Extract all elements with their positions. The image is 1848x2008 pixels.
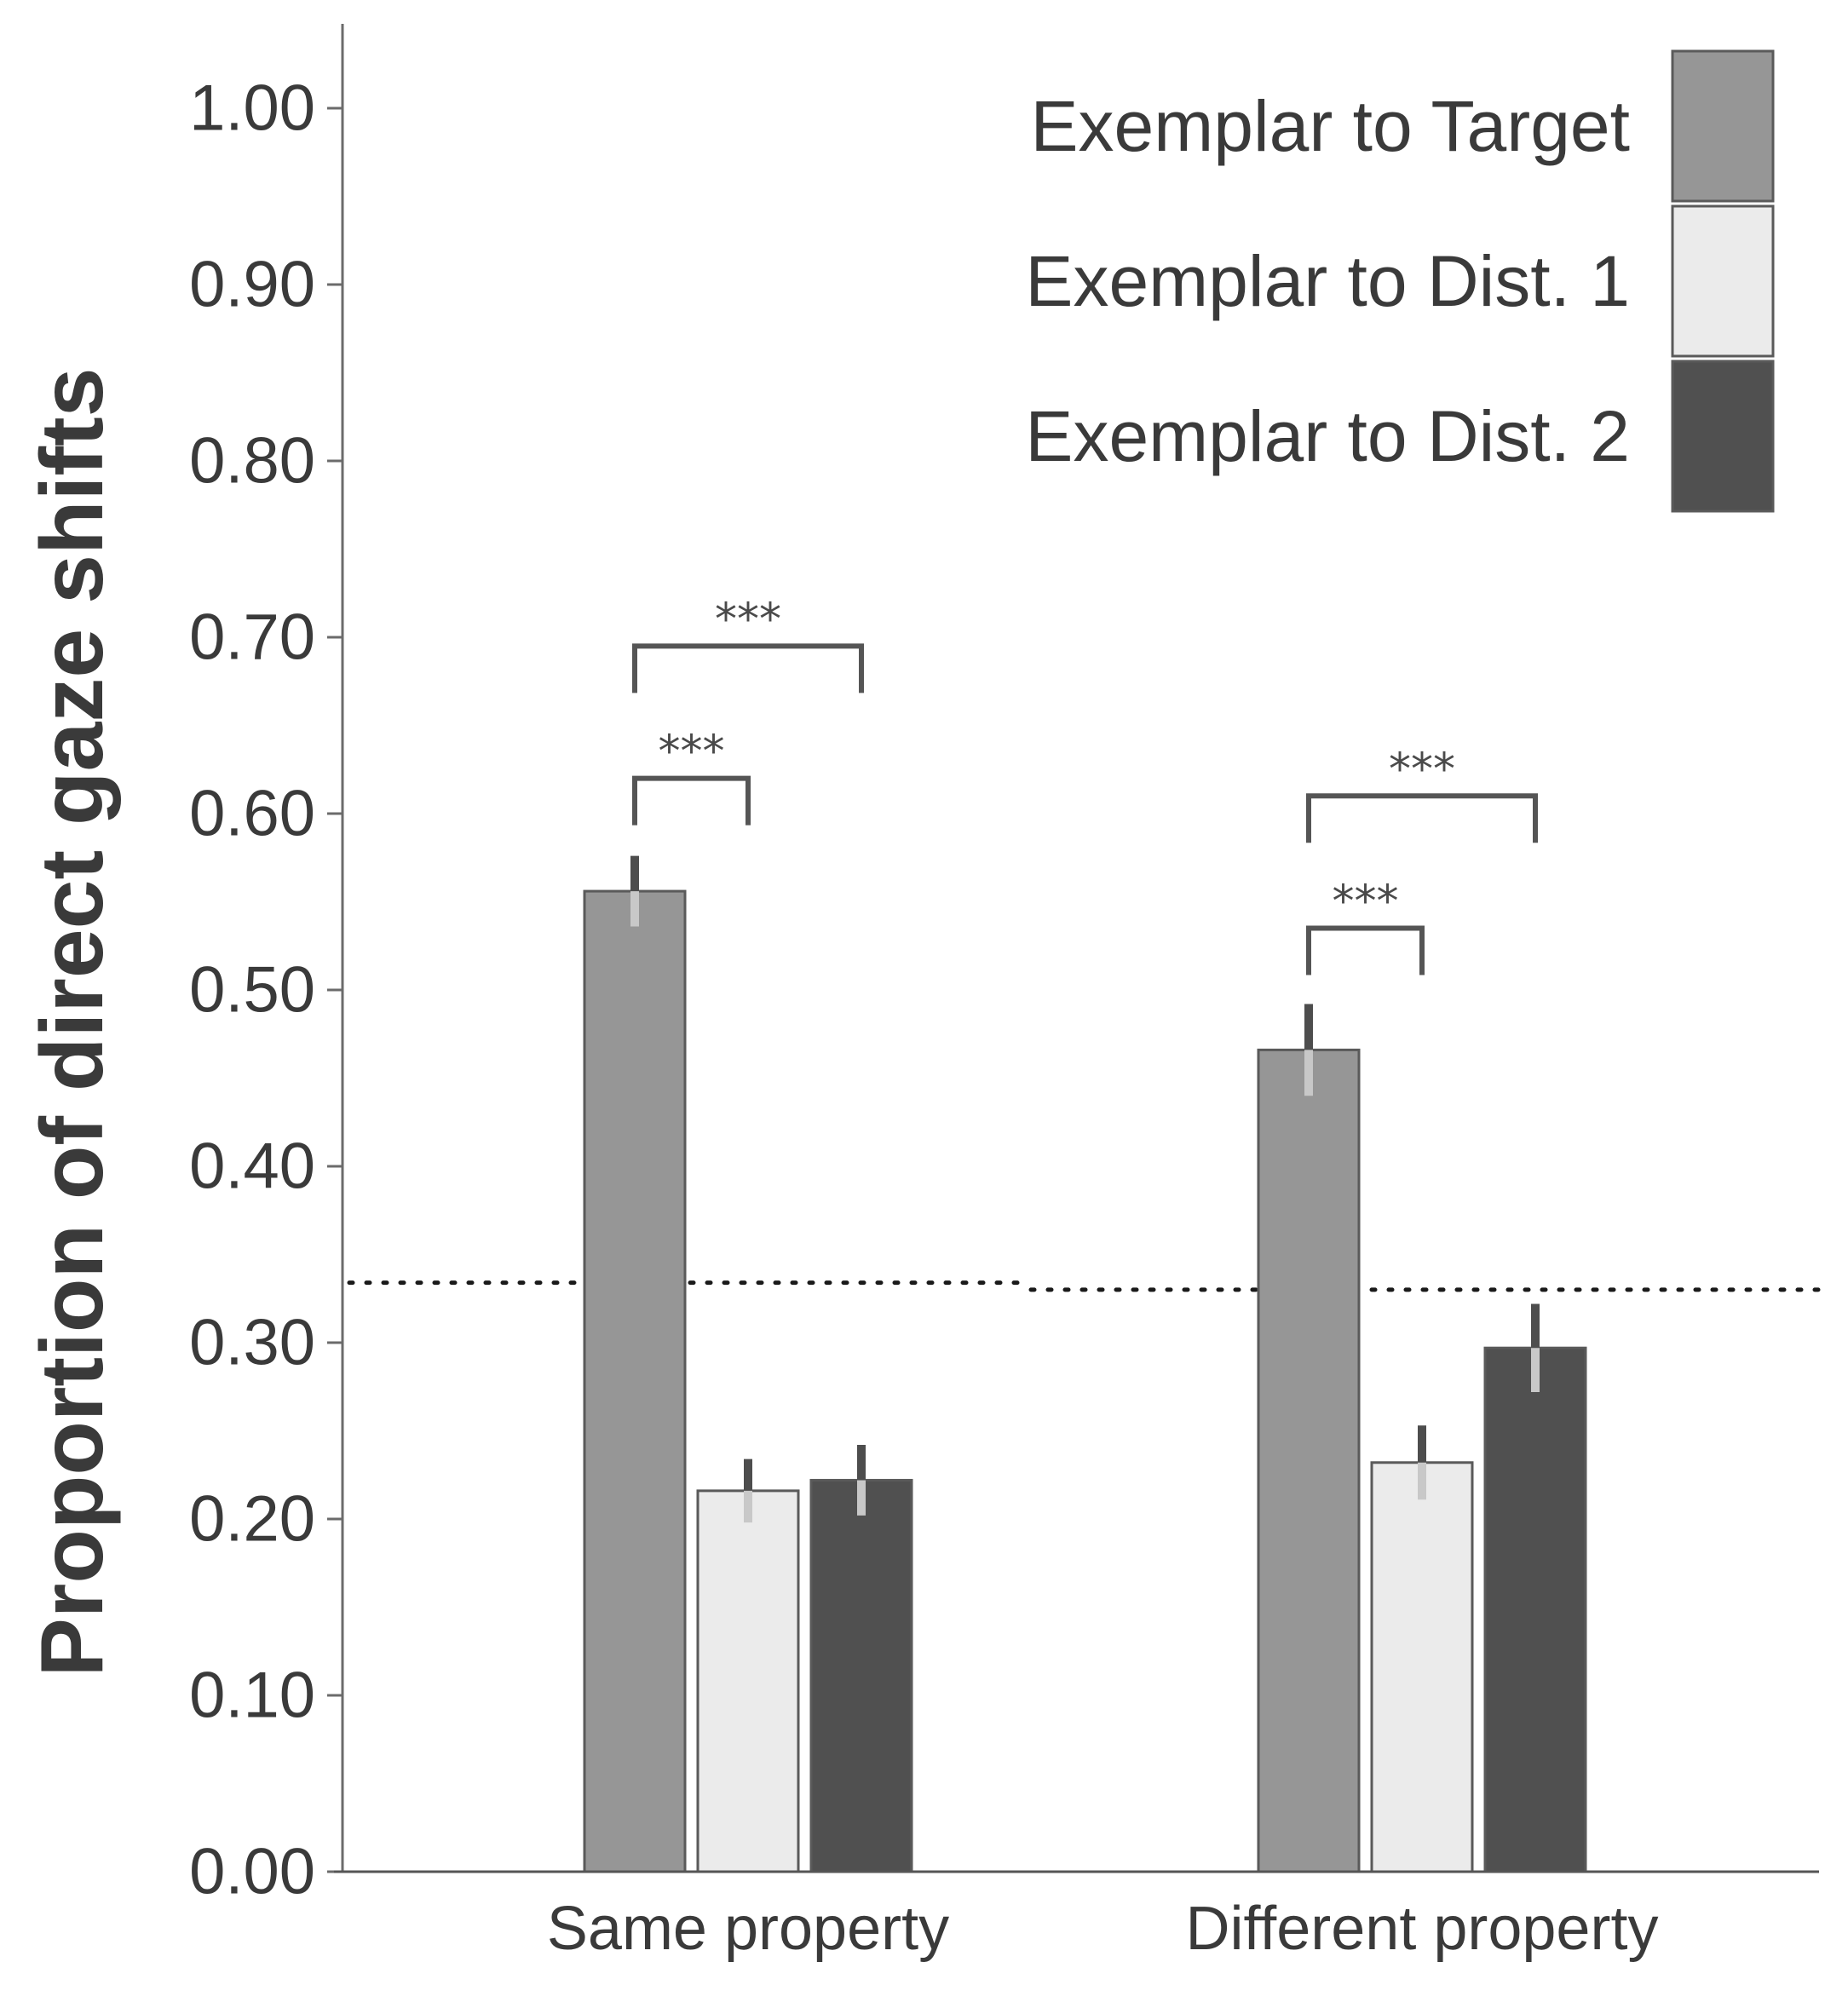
reference-lines bbox=[347, 1280, 1826, 1292]
significance-bracket bbox=[1306, 925, 1425, 975]
y-tick-label: 0.30 bbox=[189, 1307, 315, 1379]
y-tick-label: 0.10 bbox=[189, 1660, 315, 1732]
significance-annotations: *** *** *** *** bbox=[632, 594, 1538, 975]
significance-label: *** bbox=[715, 594, 781, 645]
significance-bracket bbox=[632, 775, 751, 826]
significance-bracket bbox=[632, 643, 864, 693]
bar bbox=[1257, 1048, 1361, 1873]
bar bbox=[1370, 1461, 1474, 1873]
y-tick-label: 0.60 bbox=[189, 778, 315, 850]
y-tick-label: 0.20 bbox=[189, 1483, 315, 1556]
legend: Exemplar to Target Exemplar to Dist. 1 Exe… bbox=[1025, 49, 1775, 513]
x-axis-labels: Same property Different property bbox=[547, 1895, 1659, 1963]
bar bbox=[1483, 1346, 1587, 1873]
significance-label: *** bbox=[659, 727, 725, 778]
y-tick-label: 1.00 bbox=[189, 72, 315, 145]
legend-swatch bbox=[1671, 360, 1775, 513]
legend-label: Exemplar to Dist. 1 bbox=[1025, 241, 1630, 321]
x-category-label: Same property bbox=[547, 1895, 949, 1963]
bar bbox=[696, 1489, 800, 1873]
bar-series bbox=[583, 855, 1587, 1873]
y-tick-label: 0.80 bbox=[189, 425, 315, 498]
y-tick-label: 0.40 bbox=[189, 1131, 315, 1203]
y-tick-label: 0.50 bbox=[189, 954, 315, 1027]
bar bbox=[583, 889, 687, 1873]
y-tick-label: 0.90 bbox=[189, 249, 315, 321]
bar bbox=[809, 1478, 913, 1873]
significance-label: *** bbox=[1389, 744, 1455, 795]
legend-label: Exemplar to Dist. 2 bbox=[1025, 396, 1630, 476]
y-tick-label: 0.70 bbox=[189, 601, 315, 674]
y-axis-title: Proportion of direct gaze shifts bbox=[23, 368, 122, 1677]
legend-swatch bbox=[1671, 204, 1775, 358]
legend-label: Exemplar to Target bbox=[1031, 86, 1630, 166]
y-axis-ticks: 0.00 0.10 0.20 0.30 0.40 0.50 0.60 0.70 0.80 0.90… bbox=[189, 72, 343, 1908]
y-tick-label: 0.00 bbox=[189, 1836, 315, 1908]
legend-swatch bbox=[1671, 49, 1775, 203]
x-category-label: Different property bbox=[1186, 1895, 1659, 1963]
significance-label: *** bbox=[1333, 877, 1399, 928]
axes bbox=[334, 24, 1819, 1873]
y-axis-title-group: Proportion of direct gaze shifts bbox=[23, 368, 122, 1677]
significance-bracket bbox=[1306, 793, 1538, 843]
